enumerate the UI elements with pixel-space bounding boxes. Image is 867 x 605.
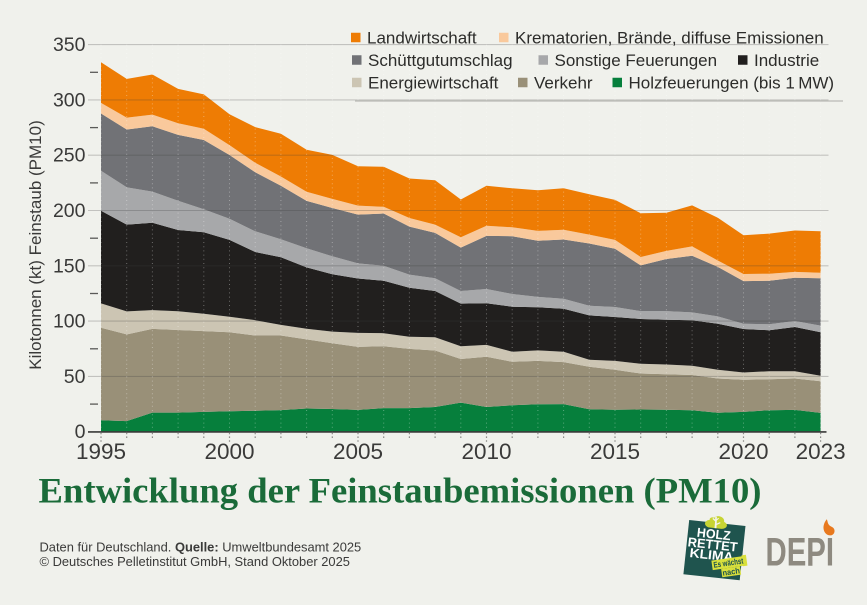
svg-text:2000: 2000	[204, 439, 254, 464]
svg-text:Schüttgutumschlag: Schüttgutumschlag	[368, 51, 513, 70]
svg-text:200: 200	[53, 200, 86, 222]
svg-text:Krematorien, Brände, diffuse E: Krematorien, Brände, diffuse Emissionen	[515, 29, 824, 48]
svg-text:350: 350	[53, 34, 86, 56]
svg-text:Daten für Deutschland. Quelle:: Daten für Deutschland. Quelle: Umweltbun…	[40, 540, 362, 555]
svg-text:Kilotonnen (kt) Feinstaub (PM1: Kilotonnen (kt) Feinstaub (PM10)	[26, 120, 45, 369]
svg-text:2010: 2010	[461, 439, 511, 464]
svg-text:Verkehr: Verkehr	[534, 74, 593, 93]
svg-text:DEPI: DEPI	[766, 531, 835, 575]
svg-text:150: 150	[53, 255, 86, 277]
svg-text:2020: 2020	[718, 439, 768, 464]
svg-text:100: 100	[53, 311, 86, 333]
svg-text:Es wächst: Es wächst	[713, 557, 744, 570]
svg-text:Industrie: Industrie	[754, 51, 819, 70]
svg-text:RETTET: RETTET	[687, 534, 738, 554]
svg-text:Landwirtschaft: Landwirtschaft	[367, 29, 477, 48]
svg-text:Entwicklung der Feinstaubemiss: Entwicklung der Feinstaubemissionen (PM1…	[39, 471, 762, 511]
svg-text:50: 50	[64, 366, 86, 388]
svg-text:HOLZ: HOLZ	[696, 525, 731, 544]
svg-text:2015: 2015	[590, 439, 640, 464]
svg-text:Energiewirtschaft: Energiewirtschaft	[368, 74, 499, 93]
svg-text:© Deutsches Pelletinstitut Gmb: © Deutsches Pelletinstitut GmbH, Stand O…	[40, 554, 350, 569]
svg-text:nach: nach	[722, 566, 741, 577]
svg-text:0: 0	[75, 421, 86, 443]
svg-text:2005: 2005	[333, 439, 383, 464]
svg-text:300: 300	[53, 89, 86, 111]
svg-text:Sonstige Feuerungen: Sonstige Feuerungen	[555, 51, 718, 70]
svg-text:250: 250	[53, 145, 86, 167]
svg-text:Holzfeuerungen (bis 1 MW): Holzfeuerungen (bis 1 MW)	[629, 74, 835, 93]
svg-text:2023: 2023	[796, 439, 846, 464]
svg-text:1995: 1995	[76, 439, 126, 464]
